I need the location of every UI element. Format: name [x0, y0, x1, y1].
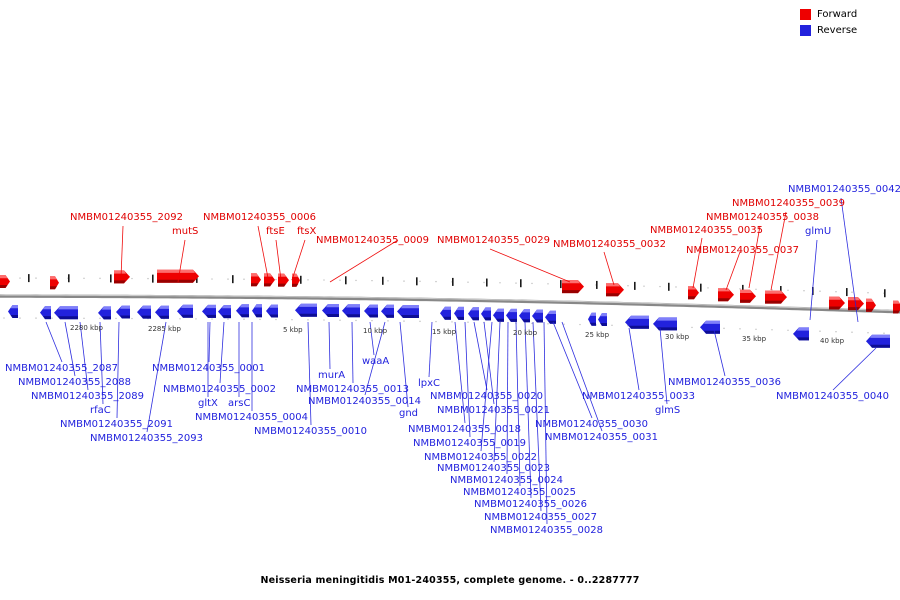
gene-label[interactable]: NMBM01240355_0030 [535, 419, 648, 430]
gene-label[interactable]: NMBM01240355_0039 [732, 198, 845, 209]
gene-label[interactable]: NMBM01240355_0031 [545, 432, 658, 443]
gene-label[interactable]: rfaC [90, 405, 111, 416]
gene-label[interactable]: mutS [172, 226, 199, 237]
gene-label[interactable]: NMBM01240355_0028 [490, 525, 603, 536]
legend-label: Forward [817, 9, 858, 20]
gene-label[interactable]: NMBM01240355_0006 [203, 212, 316, 223]
gene-label[interactable]: NMBM01240355_0040 [776, 391, 889, 402]
gene-label[interactable]: NMBM01240355_0032 [553, 239, 666, 250]
gene-label[interactable]: NMBM01240355_2092 [70, 212, 183, 223]
gene-label[interactable]: NMBM01240355_0042 [788, 184, 900, 195]
gene-label[interactable]: glmU [805, 226, 832, 237]
legend-item-forward: Forward [800, 8, 892, 21]
gene-label[interactable]: NMBM01240355_0021 [437, 405, 550, 416]
gene-label[interactable]: ftsX [297, 226, 317, 237]
gene-label[interactable]: gltX [198, 398, 218, 409]
gene-label[interactable]: NMBM01240355_0035 [650, 225, 763, 236]
tick-label: 25 kbp [585, 330, 610, 339]
gene-label[interactable]: ftsE [266, 226, 285, 237]
legend-label: Reverse [817, 25, 858, 36]
tick-label: 2280 kbp [70, 324, 103, 333]
tick-label: 10 kbp [363, 326, 388, 335]
gene-label[interactable]: NMBM01240355_0013 [296, 384, 409, 395]
gene-label[interactable]: NMBM01240355_0001 [152, 363, 265, 374]
gene-label[interactable]: NMBM01240355_0024 [450, 475, 563, 486]
gene-label[interactable]: NMBM01240355_0037 [686, 245, 799, 256]
gene-label[interactable]: NMBM01240355_0036 [668, 377, 781, 388]
forward-features [0, 269, 900, 314]
gene-label[interactable]: NMBM01240355_0022 [424, 452, 537, 463]
gene-label[interactable]: gnd [399, 408, 419, 419]
figure-caption: Neisseria meningitidis M01-240355, compl… [260, 575, 640, 586]
gene-label[interactable]: NMBM01240355_0027 [484, 512, 597, 523]
tick-label: 40 kbp [820, 337, 845, 346]
tick-label: 2285 kbp [148, 324, 181, 333]
gene-label[interactable]: NMBM01240355_0020 [430, 391, 543, 402]
gene-label[interactable]: NMBM01240355_0025 [463, 487, 576, 498]
gene-label[interactable]: NMBM01240355_0002 [163, 384, 276, 395]
gene-label[interactable]: lpxC [418, 378, 441, 389]
gene-label[interactable]: arsC [228, 398, 251, 409]
gene-label[interactable]: murA [318, 370, 346, 381]
gene-label[interactable]: NMBM01240355_0010 [254, 426, 367, 437]
gene-label[interactable]: NMBM01240355_0026 [474, 499, 587, 510]
reverse-features [8, 303, 890, 348]
gene-label[interactable]: NMBM01240355_0038 [706, 212, 819, 223]
legend-item-reverse: Reverse [800, 24, 892, 37]
gene-label[interactable]: NMBM01240355_2089 [31, 391, 144, 402]
gene-label[interactable]: glmS [655, 405, 681, 416]
gene-label[interactable]: NMBM01240355_2091 [60, 419, 173, 430]
gene-label[interactable]: NMBM01240355_0033 [582, 391, 695, 402]
gene-label[interactable]: NMBM01240355_2087 [5, 363, 118, 374]
tick-label: 30 kbp [665, 332, 690, 341]
gene-label[interactable]: NMBM01240355_0014 [308, 396, 421, 407]
tick-label: 20 kbp [513, 329, 538, 338]
legend-swatch-icon [800, 25, 811, 36]
gene-label[interactable]: NMBM01240355_0023 [437, 463, 550, 474]
gene-label[interactable]: NMBM01240355_0004 [195, 412, 308, 423]
gene-label[interactable]: NMBM01240355_2093 [90, 433, 203, 444]
tick-label: 5 kbp [283, 325, 303, 334]
legend-swatch-icon [800, 9, 811, 20]
legend: Forward Reverse [800, 8, 892, 40]
gene-label[interactable]: NMBM01240355_0019 [413, 438, 526, 449]
gene-label[interactable]: NMBM01240355_2088 [18, 377, 131, 388]
tick-label: 15 kbp [432, 327, 457, 336]
gene-label[interactable]: waaA [362, 356, 390, 367]
gene-label[interactable]: NMBM01240355_0018 [408, 424, 521, 435]
tick-label: 35 kbp [742, 334, 767, 343]
gene-label[interactable]: NMBM01240355_0029 [437, 235, 550, 246]
gene-label[interactable]: NMBM01240355_0009 [316, 235, 429, 246]
